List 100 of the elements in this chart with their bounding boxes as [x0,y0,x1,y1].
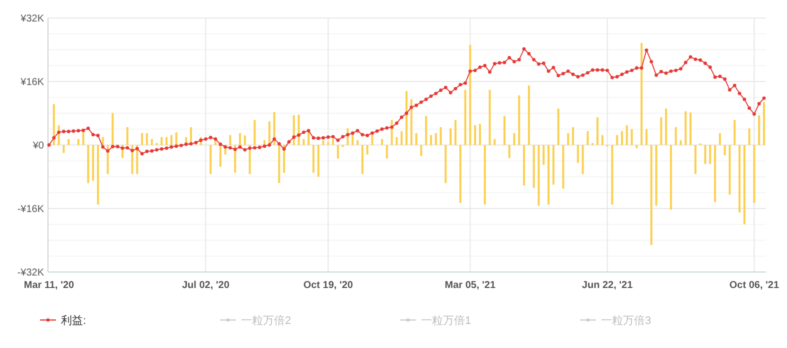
bar [356,140,359,145]
bar [640,43,643,145]
bar [166,137,168,145]
bar [488,90,491,145]
bar [459,145,462,203]
bar [660,117,662,145]
bar [690,112,692,145]
bar [738,145,741,212]
bar [494,139,496,145]
bar [724,145,726,156]
bar [596,117,598,145]
legend-label: 一粒万倍2 [241,314,292,327]
bar [650,145,652,246]
bar [327,142,330,145]
bar [400,131,403,145]
bar [734,120,736,145]
y-tick-label: -¥16K [17,204,44,215]
bar [386,145,388,158]
bar [469,44,472,145]
y-tick-label: ¥0 [32,140,44,152]
bar [312,145,314,173]
bar [630,129,633,145]
bar [694,145,696,174]
bar [464,90,466,145]
bar [557,108,560,145]
legend-label: 一粒万倍1 [421,314,472,327]
bar [440,127,442,145]
bar [728,145,731,195]
bar [503,116,506,145]
bar [508,145,510,158]
bar [513,133,516,145]
bar [538,145,540,206]
bar [518,95,520,145]
bar [454,120,456,145]
bar [292,115,295,145]
bar [562,145,564,189]
bar [160,137,163,145]
bar [146,133,148,145]
bar [620,131,623,145]
x-tick-label: Oct 06, '21 [729,280,780,291]
bar [611,145,614,205]
bar [77,139,80,145]
x-tick-label: Oct 19, '20 [303,280,354,291]
bar [336,145,339,158]
bar [572,127,574,145]
y-tick-label: -¥32K [17,268,44,278]
bar [552,145,554,185]
bar [616,135,618,145]
x-tick-label: Jun 22, '21 [582,280,634,291]
x-tick-label: Mar 11, '20 [24,280,75,291]
bar [532,145,535,188]
bar [434,133,437,145]
bar [406,91,408,145]
bar [425,116,428,145]
bar [396,137,398,145]
bar [141,133,144,145]
bar [317,145,320,177]
bar [273,112,276,145]
bar [528,85,530,145]
bar [92,145,94,181]
bar [474,125,476,145]
x-tick-label: Mar 05, '21 [444,280,496,291]
bar [210,145,212,174]
bar [381,139,384,145]
bar [586,131,589,145]
bar [68,139,70,145]
bar [62,145,65,153]
bar [636,145,638,148]
bar [626,125,628,145]
bar [478,124,481,145]
bar [670,145,672,210]
bar [523,145,526,186]
bar [665,108,668,145]
bar [430,135,432,145]
bar [96,145,99,205]
bar [709,145,712,164]
bar [753,145,756,203]
legend-label: 一粒万倍3 [601,314,652,327]
bar [450,128,452,145]
bar [361,145,364,174]
y-tick-label: ¥16K [20,77,44,88]
bar [244,135,246,145]
bar [655,145,658,206]
bar [548,145,550,205]
legend-label: 利益: [61,314,86,327]
bar [582,145,584,174]
bar [444,145,447,184]
bar [684,111,687,145]
bar [410,98,412,145]
bar [150,139,153,145]
bar [714,145,716,202]
bar [680,140,682,145]
bar [743,145,746,224]
bar [645,129,648,145]
bar [567,133,570,145]
bar [87,145,90,184]
bar [758,115,760,145]
bar [576,145,579,163]
bar [484,145,486,205]
bar [763,102,765,145]
